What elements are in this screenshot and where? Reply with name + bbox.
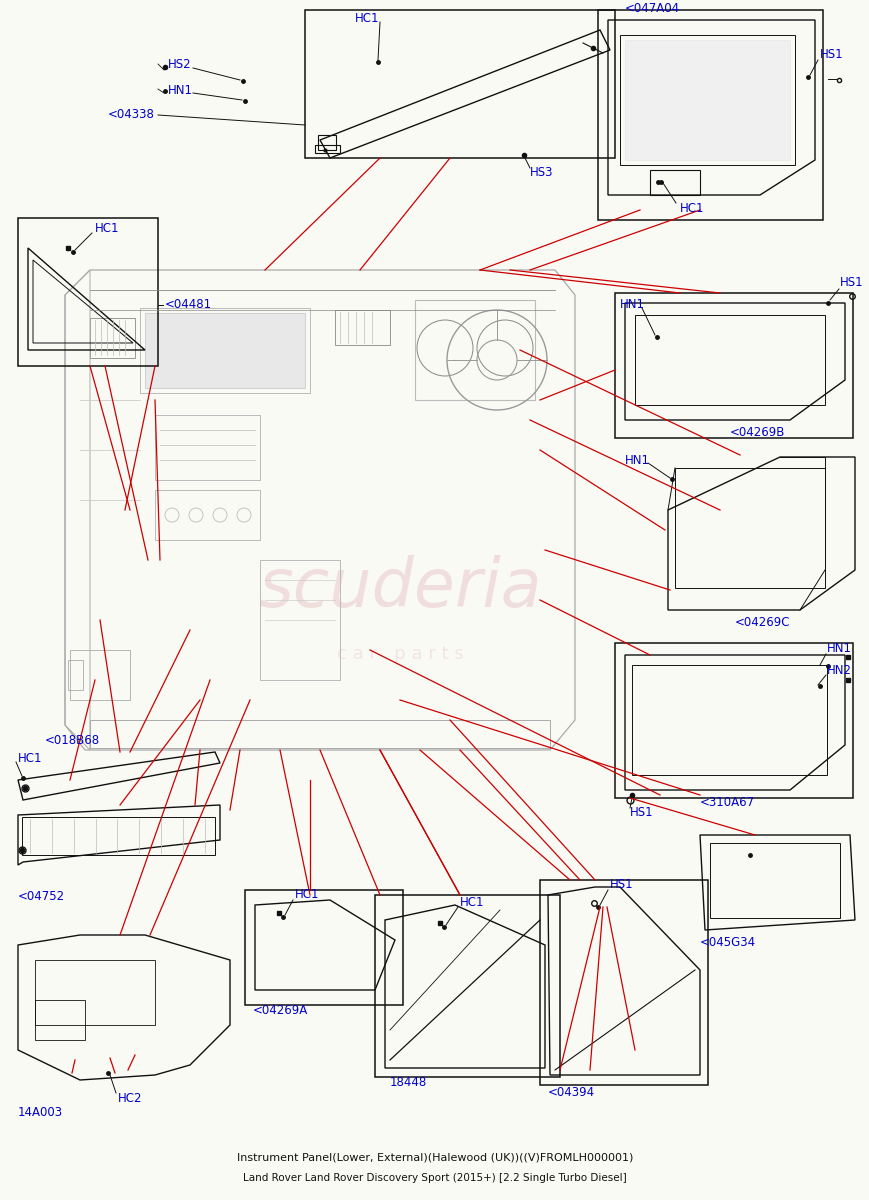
Text: HC1: HC1 bbox=[295, 888, 319, 901]
Bar bbox=[315, 145, 340, 152]
Text: <04338: <04338 bbox=[108, 108, 155, 121]
Bar bbox=[90, 318, 135, 358]
Text: <04394: <04394 bbox=[547, 1086, 594, 1099]
Bar bbox=[68, 660, 83, 690]
Text: <310A67: <310A67 bbox=[700, 797, 754, 810]
Bar bbox=[709, 842, 839, 918]
Text: HS1: HS1 bbox=[839, 276, 863, 289]
Text: Land Rover Land Rover Discovery Sport (2015+) [2.2 Single Turbo Diesel]: Land Rover Land Rover Discovery Sport (2… bbox=[242, 1174, 627, 1183]
Text: <04481: <04481 bbox=[165, 299, 212, 312]
Bar bbox=[140, 308, 309, 392]
Text: c a r   p a r t s: c a r p a r t s bbox=[336, 646, 463, 662]
Text: HC1: HC1 bbox=[95, 222, 119, 234]
Text: HN1: HN1 bbox=[624, 454, 649, 467]
Text: HS2: HS2 bbox=[168, 59, 191, 72]
Bar bbox=[634, 314, 824, 404]
Text: HC1: HC1 bbox=[680, 202, 704, 215]
Bar bbox=[620, 35, 794, 164]
Bar bbox=[375, 895, 560, 1078]
Text: HN1: HN1 bbox=[826, 642, 851, 654]
Bar bbox=[649, 170, 700, 194]
Bar bbox=[35, 1000, 85, 1040]
Bar bbox=[631, 665, 826, 775]
Text: HN2: HN2 bbox=[826, 664, 851, 677]
Bar bbox=[22, 817, 215, 854]
Bar bbox=[145, 313, 305, 388]
Text: scuderia: scuderia bbox=[258, 554, 541, 622]
Bar bbox=[260, 560, 340, 680]
Bar bbox=[305, 10, 614, 158]
Bar bbox=[70, 650, 129, 700]
Text: Instrument Panel(Lower, External)(Halewood (UK))((V)FROMLH000001): Instrument Panel(Lower, External)(Halewo… bbox=[236, 1153, 633, 1163]
Bar bbox=[597, 10, 822, 220]
Text: HS3: HS3 bbox=[529, 167, 553, 180]
Bar bbox=[155, 415, 260, 480]
Bar bbox=[540, 880, 707, 1085]
Bar bbox=[614, 643, 852, 798]
Text: HS1: HS1 bbox=[629, 806, 653, 820]
Bar bbox=[335, 310, 389, 346]
Bar bbox=[35, 960, 155, 1025]
Bar bbox=[18, 218, 158, 366]
Bar bbox=[245, 890, 402, 1006]
Text: HN1: HN1 bbox=[620, 299, 644, 312]
Text: HS1: HS1 bbox=[819, 48, 843, 61]
Text: <04269B: <04269B bbox=[729, 426, 785, 438]
Text: HC1: HC1 bbox=[355, 12, 379, 24]
Text: <045G34: <045G34 bbox=[700, 936, 755, 949]
Text: 14A003: 14A003 bbox=[18, 1106, 63, 1120]
Bar bbox=[674, 468, 824, 588]
Text: HS1: HS1 bbox=[609, 878, 633, 892]
Text: <04269A: <04269A bbox=[253, 1003, 308, 1016]
Text: HC1: HC1 bbox=[18, 751, 43, 764]
Bar bbox=[415, 300, 534, 400]
Bar bbox=[318, 134, 335, 150]
Text: 18448: 18448 bbox=[389, 1075, 427, 1088]
Text: <018B68: <018B68 bbox=[45, 733, 100, 746]
Bar bbox=[155, 490, 260, 540]
Text: HC1: HC1 bbox=[460, 895, 484, 908]
Text: HC2: HC2 bbox=[118, 1092, 143, 1104]
Text: <04752: <04752 bbox=[18, 889, 65, 902]
Bar bbox=[624, 40, 789, 160]
Text: <04269C: <04269C bbox=[734, 616, 790, 629]
Bar bbox=[90, 720, 549, 748]
Text: <047A04: <047A04 bbox=[624, 1, 680, 14]
Bar bbox=[614, 293, 852, 438]
Text: HN1: HN1 bbox=[168, 84, 193, 96]
